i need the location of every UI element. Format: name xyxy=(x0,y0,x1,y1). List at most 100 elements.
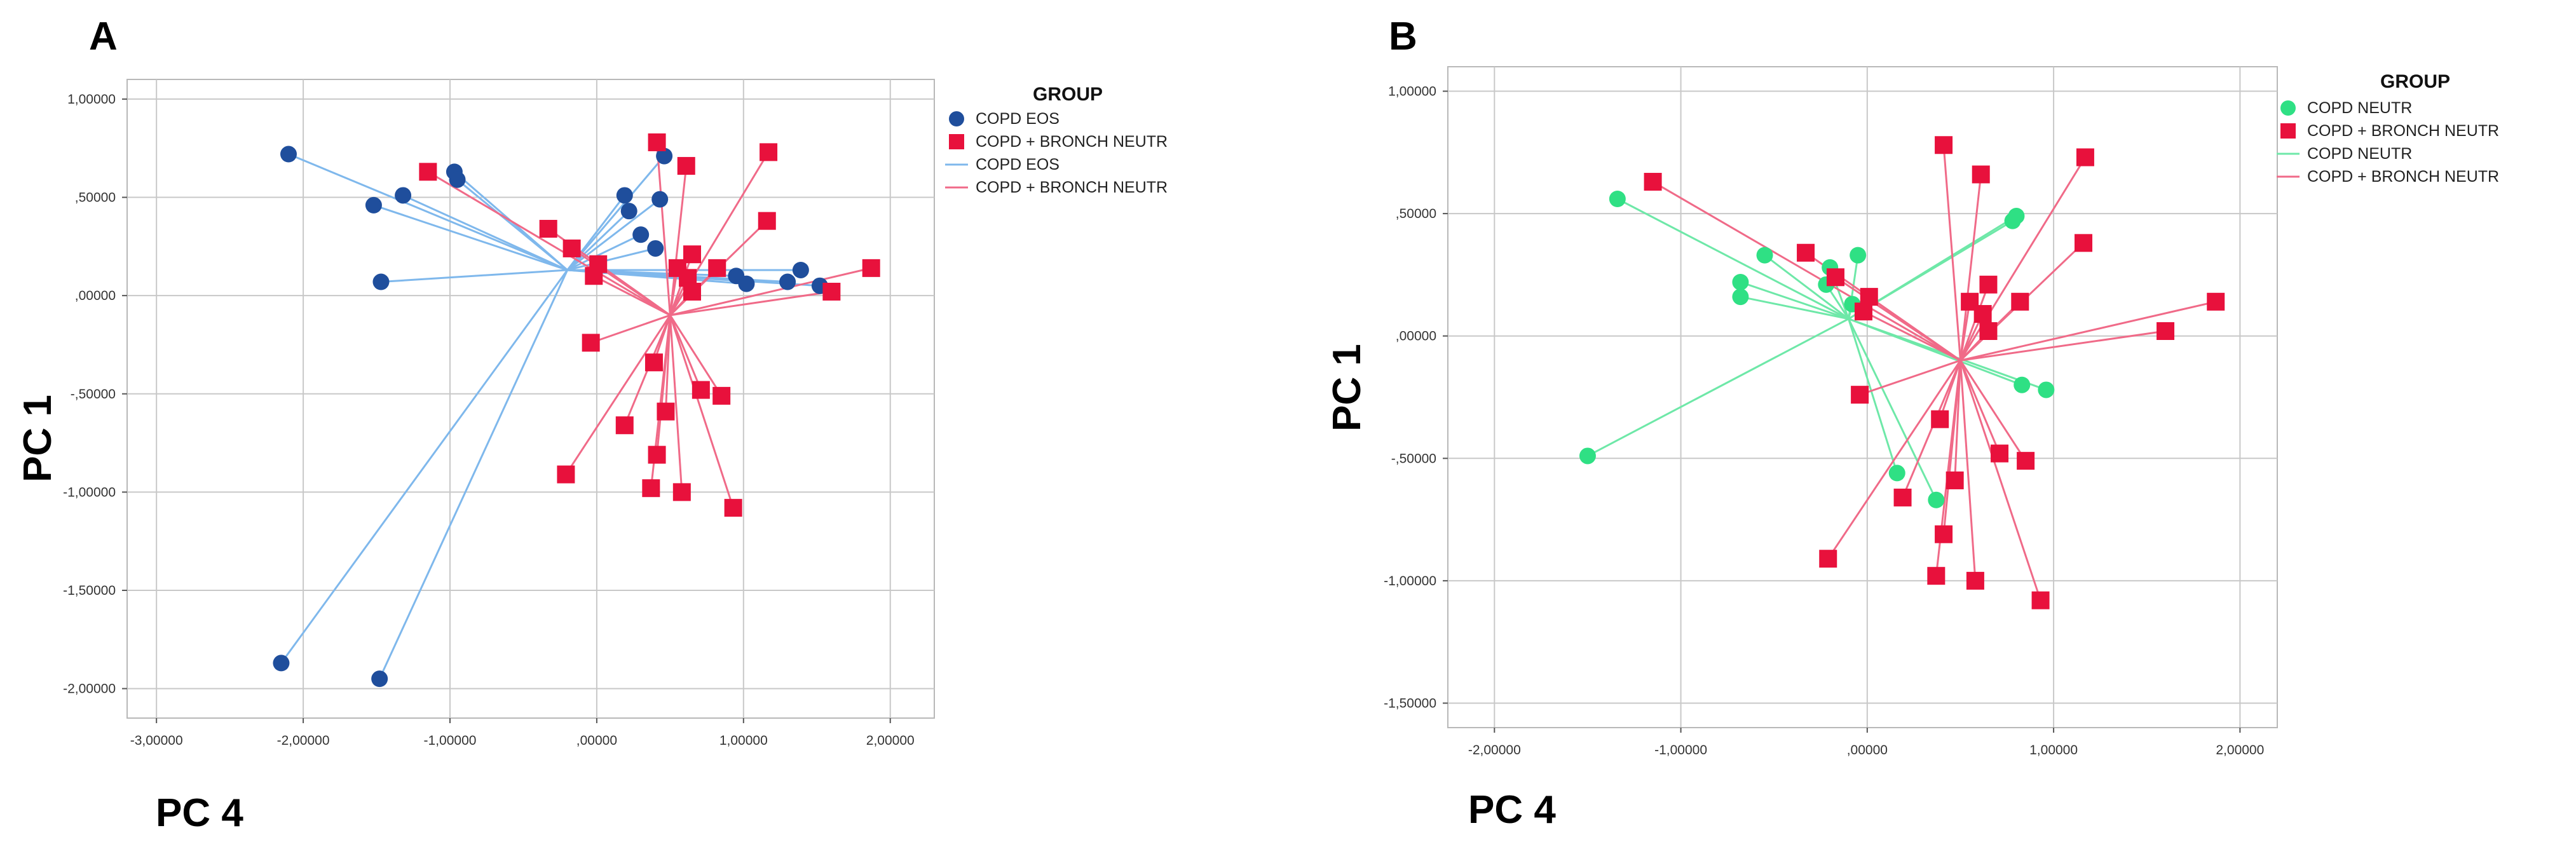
panel-a-plot-area xyxy=(126,79,935,719)
copd-eos-point xyxy=(449,171,466,188)
y-tick-label: -1,00000 xyxy=(1384,574,1436,588)
copd-bronch-neutr-centroid-line xyxy=(1960,330,2166,362)
copd-bronch-neutr-centroid-line xyxy=(1959,360,2027,461)
copd-eos-point xyxy=(372,273,390,290)
copd-bronch-neutr-point xyxy=(1946,471,1964,489)
y-tick-label: 1,00000 xyxy=(67,92,116,107)
copd-eos-point xyxy=(280,146,297,163)
copd-bronch-neutr-point xyxy=(2075,234,2093,252)
legend-symbol-copd-bronch-neutr xyxy=(2280,123,2296,139)
copd-bronch-neutr-centroid-line xyxy=(669,165,688,316)
copd-bronch-neutr-centroid-line xyxy=(597,263,671,316)
copd-bronch-neutr-point xyxy=(677,157,695,175)
copd-eos-centroid-line xyxy=(280,269,568,664)
copd-bronch-neutr-point xyxy=(1931,410,1949,428)
copd-neutr-point xyxy=(1850,247,1867,264)
x-tick-label: -2,00000 xyxy=(277,733,330,748)
panel-a-ticks: -3,00000 -2,00000 -1,00000 ,00000 1,00000 2,0… xyxy=(63,92,915,748)
legend-label-copd-bronch-neutr: COPD + BRONCH NEUTR xyxy=(2307,168,2499,186)
copd-neutr-centroid-line xyxy=(1740,295,1849,320)
panel-a-legend-title: GROUP xyxy=(1033,84,1103,105)
copd-eos-centroid-line xyxy=(567,247,656,271)
copd-neutr-point xyxy=(2014,376,2031,393)
panel-b-y-axis-title: PC 1 xyxy=(1325,344,1369,431)
copd-bronch-neutr-point xyxy=(2011,292,2029,311)
x-tick-label: 1,00000 xyxy=(2029,743,2078,757)
copd-eos-centroid-line xyxy=(566,155,665,271)
copd-bronch-neutr-centroid-line xyxy=(1959,360,2001,454)
copd-bronch-neutr-point xyxy=(2076,148,2094,166)
copd-eos-point xyxy=(651,191,669,208)
legend-symbol-copd-neutr xyxy=(2280,100,2296,116)
y-tick-label: -,50000 xyxy=(1391,451,1436,466)
copd-eos-centroid-line xyxy=(567,233,641,271)
copd-bronch-neutr-centroid-line xyxy=(1954,360,1961,481)
copd-eos-point xyxy=(792,261,809,278)
copd-bronch-neutr-centroid-line xyxy=(669,315,683,492)
copd-eos-centroid-line xyxy=(288,153,568,271)
panel-a-y-axis-title: PC 1 xyxy=(16,395,60,482)
y-tick-label: ,00000 xyxy=(1396,329,1436,344)
copd-bronch-neutr-centroid-line xyxy=(1959,174,1982,361)
copd-bronch-neutr-point xyxy=(760,143,778,161)
y-tick-label: -,50000 xyxy=(71,387,116,402)
copd-bronch-neutr-point xyxy=(758,212,776,230)
copd-neutr-point xyxy=(1579,447,1596,465)
copd-bronch-neutr-centroid-line xyxy=(656,142,671,316)
y-tick-label: 1,00000 xyxy=(1388,85,1436,99)
copd-bronch-neutr-point xyxy=(648,133,666,151)
panel-a-centroid-lines xyxy=(280,142,872,679)
copd-bronch-neutr-centroid-line xyxy=(590,314,671,344)
copd-bronch-neutr-point xyxy=(582,334,600,352)
copd-bronch-neutr-point xyxy=(2017,452,2035,470)
copd-bronch-neutr-centroid-line xyxy=(1868,295,1961,362)
copd-bronch-neutr-point xyxy=(615,416,634,435)
legend-symbol-copd-eos xyxy=(949,111,964,126)
copd-bronch-neutr-point xyxy=(1972,165,1990,184)
copd-bronch-neutr-point xyxy=(539,220,557,238)
copd-eos-point xyxy=(620,203,637,220)
copd-bronch-neutr-point xyxy=(822,282,841,301)
copd-bronch-neutr-centroid-line xyxy=(1902,360,1961,498)
panel-b-label: B xyxy=(1389,15,1417,58)
x-tick-label: -3,00000 xyxy=(130,733,183,748)
copd-eos-centroid-line xyxy=(402,194,568,271)
copd-bronch-neutr-centroid-line xyxy=(1859,359,1961,396)
copd-neutr-point xyxy=(1732,273,1749,290)
copd-bronch-neutr-point xyxy=(1979,275,1998,294)
x-tick-label: ,00000 xyxy=(576,733,617,748)
panel-b: B -2,00000 -1,00000 ,00000 1,00000 2,00000 1,… xyxy=(1325,15,2499,832)
copd-bronch-neutr-point xyxy=(644,353,663,372)
legend-label-copd-eos: COPD EOS xyxy=(976,156,1060,173)
copd-neutr-centroid-line xyxy=(1617,198,1850,320)
copd-bronch-neutr-point xyxy=(2157,322,2175,340)
copd-eos-point xyxy=(656,147,673,165)
copd-neutr-point xyxy=(2038,381,2055,398)
panel-a-legend: GROUP COPD EOS COPD + BRONCH NEUTR COPD EO… xyxy=(945,84,1168,196)
copd-bronch-neutr-centroid-line xyxy=(670,290,832,316)
y-tick-label: ,50000 xyxy=(1396,207,1436,221)
copd-neutr-point xyxy=(1928,491,1945,508)
panel-b-x-axis-title: PC 4 xyxy=(1468,788,1556,832)
copd-eos-point xyxy=(632,226,650,243)
copd-bronch-neutr-centroid-line xyxy=(670,267,872,316)
copd-eos-centroid-line xyxy=(378,269,569,679)
x-tick-label: -1,00000 xyxy=(424,733,477,748)
copd-bronch-neutr-point xyxy=(1973,305,1992,323)
copd-bronch-neutr-point xyxy=(2207,292,2225,311)
copd-bronch-neutr-point xyxy=(1644,173,1662,191)
copd-bronch-neutr-point xyxy=(642,479,660,498)
copd-bronch-neutr-centroid-line xyxy=(1960,301,2216,362)
x-tick-label: -2,00000 xyxy=(1468,743,1521,757)
panel-b-ticks: -2,00000 -1,00000 ,00000 1,00000 2,00000 1,00… xyxy=(1384,85,2264,757)
panel-b-grid xyxy=(1448,67,2277,728)
legend-label-copd-bronch-neutr: COPD + BRONCH NEUTR xyxy=(976,133,1168,151)
copd-eos-centroid-line xyxy=(566,198,661,271)
copd-bronch-neutr-centroid-line xyxy=(1959,360,2041,601)
copd-bronch-neutr-point xyxy=(1893,488,1912,506)
copd-bronch-neutr-centroid-line xyxy=(1863,310,1961,362)
x-tick-label: -1,00000 xyxy=(1654,743,1707,757)
copd-eos-centroid-line xyxy=(456,179,568,271)
legend-label-copd-bronch-neutr: COPD + BRONCH NEUTR xyxy=(2307,122,2499,140)
